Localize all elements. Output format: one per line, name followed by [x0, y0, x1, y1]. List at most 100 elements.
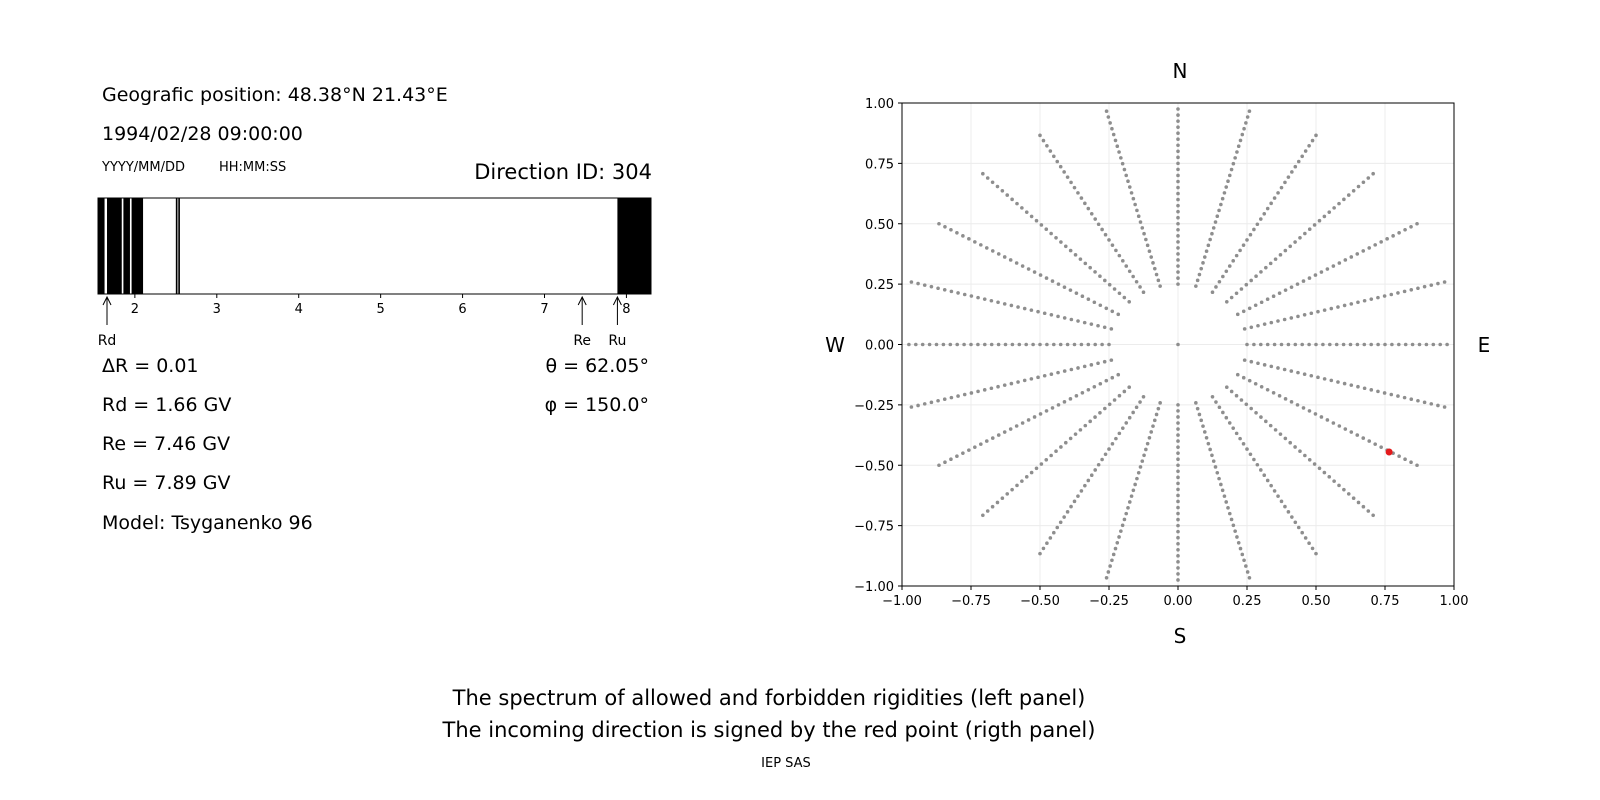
direction-point [948, 342, 953, 347]
direction-point [1102, 359, 1107, 364]
direction-point [1204, 249, 1209, 253]
direction-point [1029, 377, 1034, 381]
direction-point [1293, 342, 1298, 347]
direction-point [1002, 255, 1007, 259]
direction-point [1367, 246, 1372, 250]
direction-point [1080, 294, 1085, 298]
direction-point [1396, 291, 1400, 295]
direction-point [1059, 445, 1063, 449]
direction-point [1379, 240, 1383, 244]
direction-point [1138, 465, 1143, 469]
direction-point [1249, 359, 1254, 364]
direction-point [1332, 479, 1336, 483]
y-tick-label: 0.75 [865, 157, 894, 172]
direction-point [1376, 389, 1380, 394]
direction-point [1176, 270, 1180, 274]
direction-point [1005, 193, 1010, 197]
direction-point [1133, 202, 1137, 207]
direction-point [1176, 179, 1180, 184]
direction-point [1036, 375, 1040, 380]
direction-point [981, 513, 985, 518]
direction-point [1176, 185, 1180, 190]
direction-point [1176, 560, 1180, 564]
forbidden-band [98, 198, 105, 294]
spectrum-tick-label: 6 [458, 302, 466, 317]
direction-point [1442, 405, 1447, 409]
direction-point [1113, 546, 1118, 551]
direction-point [1036, 309, 1040, 314]
direction-point [949, 289, 954, 294]
direction-point [1086, 387, 1091, 392]
direction-point [1083, 423, 1088, 428]
direction-point [1093, 217, 1097, 221]
direction-point [1089, 211, 1094, 216]
direction-point [1410, 342, 1415, 347]
direction-points [907, 107, 1449, 582]
direction-point [1314, 133, 1318, 138]
direction-point [1154, 412, 1159, 417]
direction-point [1202, 255, 1207, 259]
direction-point [955, 454, 959, 458]
direction-point [1215, 470, 1220, 475]
caption-line-2: The incoming direction is signed by the … [442, 718, 1096, 742]
direction-point [1038, 551, 1042, 556]
direction-point [1314, 342, 1318, 347]
direction-point [1176, 240, 1180, 244]
direction-point [1208, 447, 1212, 452]
direction-point [1235, 312, 1240, 317]
direction-point [1024, 342, 1028, 347]
direction-point [1005, 492, 1010, 496]
direction-id: Direction ID: 304 [474, 160, 652, 184]
direction-point [1366, 176, 1371, 180]
direction-point [1325, 267, 1330, 271]
direction-point [1078, 428, 1083, 432]
direction-point [1056, 370, 1060, 375]
direction-point [1062, 285, 1067, 289]
direction-point [1114, 436, 1118, 441]
direction-point [1104, 575, 1109, 580]
direction-point [1289, 400, 1294, 404]
direction-point [1204, 436, 1209, 440]
direction-point [1416, 286, 1420, 291]
direction-point [1121, 259, 1125, 263]
direction-point [1211, 226, 1216, 230]
direction-point [1307, 227, 1312, 232]
direction-point [1356, 300, 1360, 305]
direction-point [1102, 325, 1107, 330]
y-tick-label: −1.00 [854, 580, 894, 595]
direction-point [1307, 144, 1311, 148]
direction-point [1093, 468, 1097, 472]
direction-point [1176, 131, 1180, 135]
direction-point [1283, 397, 1288, 401]
direction-point [1254, 274, 1258, 278]
direction-chart: −1.00 −0.75 −0.50 −0.25 0.00 0.25 0.50 0.75 1.00… [825, 59, 1490, 648]
direction-point [1238, 436, 1242, 441]
direction-point [1249, 325, 1254, 330]
direction-point [1252, 227, 1256, 232]
direction-point [1265, 387, 1270, 392]
direction-point [1000, 189, 1005, 193]
direction-point [1083, 201, 1087, 206]
direction-point [1117, 535, 1121, 539]
direction-point [1252, 342, 1256, 347]
direction-point [1103, 452, 1108, 457]
direction-point [1088, 265, 1092, 270]
direction-point [1342, 303, 1347, 308]
direction-point [1152, 418, 1157, 423]
direction-point [1262, 211, 1267, 216]
direction-point [1300, 154, 1304, 159]
direction-point [1254, 411, 1258, 415]
direction-point [1144, 237, 1148, 242]
direction-point [1092, 300, 1097, 305]
direction-point [1029, 308, 1034, 312]
direction-point [1244, 564, 1248, 568]
direction-point [1113, 138, 1118, 143]
direction-point [1112, 398, 1117, 402]
direction-point [1176, 125, 1180, 129]
direction-point [1049, 231, 1053, 236]
direction-point [1038, 412, 1043, 416]
direction-point [1373, 243, 1377, 247]
direction-point [1343, 427, 1348, 431]
direction-point [1176, 227, 1180, 232]
direction-point [1055, 525, 1060, 530]
